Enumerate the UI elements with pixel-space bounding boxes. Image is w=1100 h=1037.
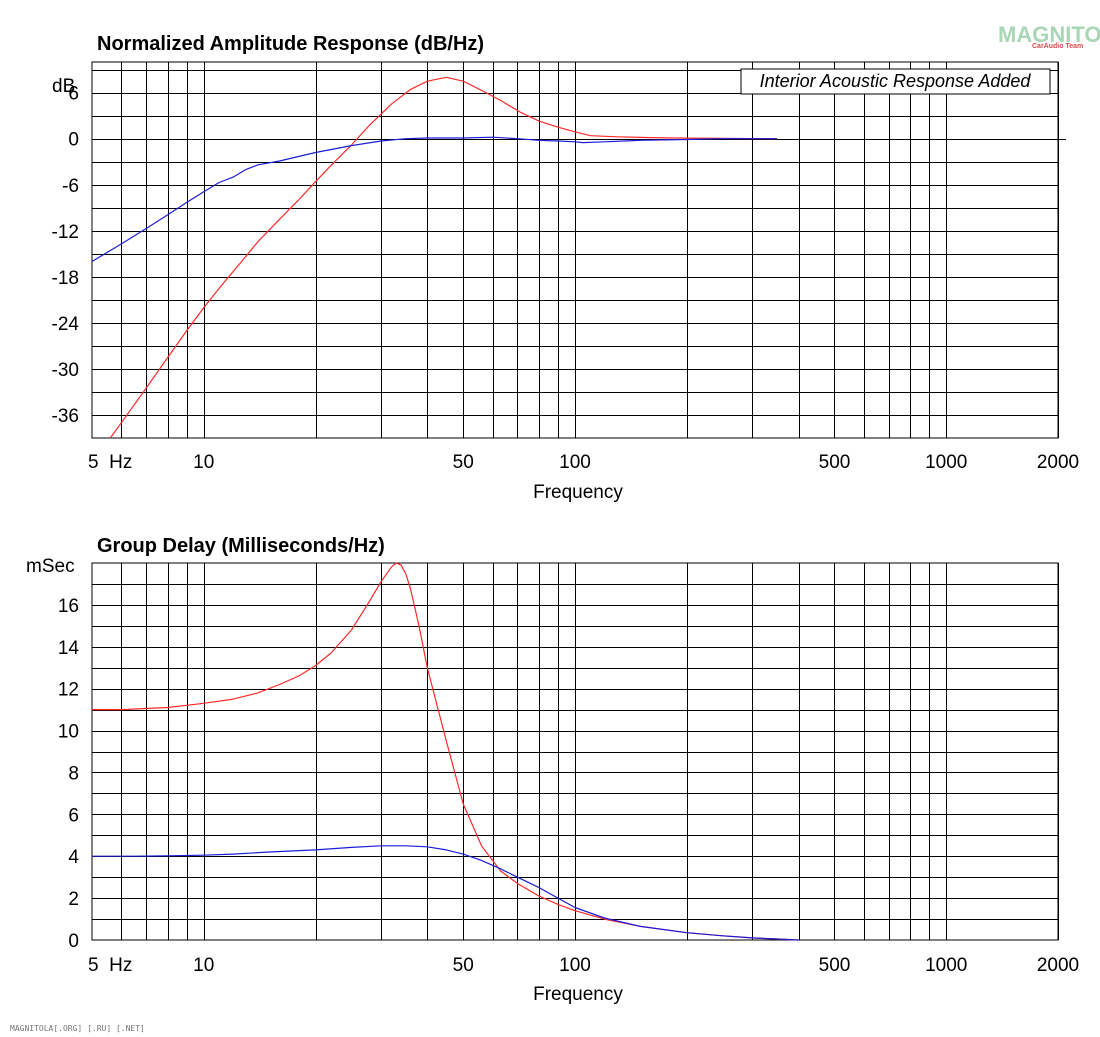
series-line-red [92,562,799,941]
y-tick-label: -36 [52,406,79,427]
y-axis-label: dB [52,76,75,97]
annotation-box: Interior Acoustic Response Added [740,68,1051,95]
y-tick-labels: 6 0 -6 -12 -18 -24 -30 -36 [52,84,80,427]
x-tick-label: 500 [819,452,851,473]
x-axis-label: Frequency [533,482,623,503]
watermark-subtext: CarAudio Team [1032,43,1083,50]
y-axis-label: mSec [26,556,75,577]
grid-lines [91,61,1066,439]
y-tick-label: 0 [68,931,79,952]
series-line-red [109,76,778,439]
y-tick-label: 0 [68,130,79,151]
y-tick-label: 2 [68,889,79,910]
amplitude-response-chart: Normalized Amplitude Response (dB/Hz) dB… [52,33,1080,503]
y-tick-label: 16 [58,596,79,617]
y-tick-label: 6 [68,84,79,105]
x-tick-labels: 5 Hz 10 50 100 500 1000 2000 [88,452,1079,473]
x-tick-label: 100 [559,452,591,473]
y-tick-label: 14 [58,638,80,659]
y-tick-label: -18 [52,268,79,289]
y-tick-label: 6 [68,805,79,826]
y-tick-label: -24 [52,314,80,335]
grid-lines [91,562,1059,941]
y-tick-label: 4 [68,847,79,868]
y-tick-label: -12 [52,222,79,243]
x-tick-label: 2000 [1037,955,1079,976]
chart-title: Normalized Amplitude Response (dB/Hz) [97,33,484,55]
x-tick-label: 1000 [925,452,967,473]
x-tick-label: 2000 [1037,452,1079,473]
x-tick-label: 5 Hz [88,452,132,473]
x-tick-label: 100 [559,955,591,976]
footer-text: MAGNITOLA[.ORG] [.RU] [.NET] [10,1024,145,1033]
x-tick-labels: 5 Hz 10 50 100 500 1000 2000 [88,955,1079,976]
y-tick-label: 8 [68,763,79,784]
series-lines [91,76,778,439]
series-line-blue [91,136,777,263]
x-tick-label: 5 Hz [88,955,132,976]
x-tick-label: 50 [453,955,474,976]
y-tick-label: -6 [62,176,79,197]
series-lines [92,562,799,941]
y-tick-label: 10 [58,722,79,743]
y-tick-labels: 16 14 12 10 8 6 4 2 0 [58,596,80,952]
x-tick-label: 1000 [925,955,967,976]
y-tick-label: 12 [58,680,79,701]
x-tick-label: 10 [193,955,214,976]
y-tick-label: -30 [52,360,79,381]
x-axis-label: Frequency [533,984,623,1005]
x-tick-label: 500 [819,955,851,976]
group-delay-chart: Group Delay (Milliseconds/Hz) mSec Frequ… [26,535,1079,1005]
watermark-text: MAGNITOLA [998,22,1100,47]
series-line-blue [92,845,799,941]
annotation-text: Interior Acoustic Response Added [760,71,1032,91]
watermark-logo: MAGNITOLA CarAudio Team [998,22,1100,50]
chart-title: Group Delay (Milliseconds/Hz) [97,535,385,557]
x-tick-label: 10 [193,452,214,473]
x-tick-label: 50 [453,452,474,473]
